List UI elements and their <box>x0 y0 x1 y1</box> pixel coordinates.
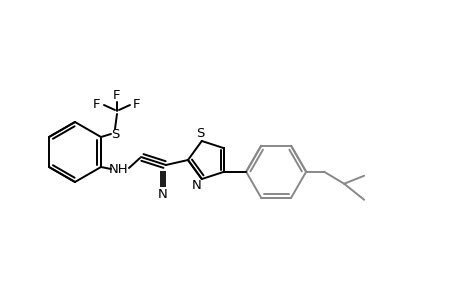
Text: S: S <box>111 128 119 140</box>
Text: F: F <box>93 98 101 110</box>
Text: S: S <box>196 128 205 140</box>
Text: NH: NH <box>109 163 129 176</box>
Text: N: N <box>191 178 201 191</box>
Text: F: F <box>133 98 140 110</box>
Text: F: F <box>113 88 120 101</box>
Text: N: N <box>158 188 168 202</box>
